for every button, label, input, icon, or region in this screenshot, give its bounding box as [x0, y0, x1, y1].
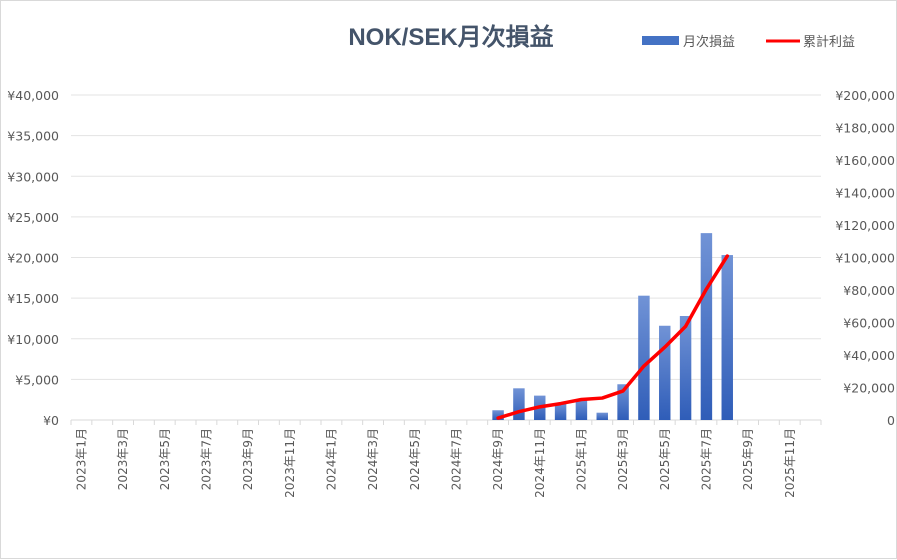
x-tick-label: 2025年3月 [616, 428, 630, 490]
x-tick-label: 2024年11月 [533, 428, 547, 498]
x-tick-label: 2025年11月 [783, 428, 797, 498]
line-series [496, 254, 729, 420]
x-tick-label: 2023年3月 [116, 428, 130, 490]
bar [617, 384, 629, 420]
x-axis-ticks: 2023年1月 2023年3月 2023年5月 2023年7月 2023年9月 2023年… [74, 428, 796, 498]
y-right-tick-label: ¥140,000 [835, 186, 895, 201]
y-left-tick-label: ¥5,000 [15, 372, 59, 387]
x-tick-label: 2024年9月 [491, 428, 505, 490]
y-right-tick-label: ¥160,000 [835, 153, 895, 168]
x-tick-label: 2025年5月 [658, 428, 672, 490]
y-left-tick-label: ¥0 [43, 413, 59, 428]
x-tick-label: 2024年1月 [324, 428, 338, 490]
bar [659, 325, 671, 420]
x-tick-label: 2023年11月 [283, 428, 297, 498]
x-tick-label: 2024年7月 [449, 428, 463, 490]
x-tick-label: 2024年3月 [366, 428, 380, 490]
cumulative-line [496, 254, 729, 420]
y-right-tick-label: ¥60,000 [843, 316, 895, 331]
gridlines [71, 94, 821, 380]
y-axis-right-ticks: 0 ¥20,000 ¥40,000 ¥60,000 ¥80,000 ¥100,000 ¥12… [835, 88, 895, 428]
x-tick-label: 2023年1月 [74, 428, 88, 490]
x-tick-label: 2025年1月 [574, 428, 588, 490]
y-right-tick-label: ¥200,000 [835, 88, 895, 103]
bar [638, 295, 650, 420]
legend-swatch-bar [642, 36, 679, 45]
x-tick-label: 2023年9月 [241, 428, 255, 490]
y-left-tick-label: ¥20,000 [7, 251, 59, 266]
x-tick-label: 2024年5月 [408, 428, 422, 490]
y-right-tick-label: ¥40,000 [843, 348, 895, 363]
y-right-tick-label: ¥80,000 [843, 283, 895, 298]
bar [596, 412, 608, 420]
y-left-tick-label: ¥35,000 [7, 129, 59, 144]
bar [700, 233, 713, 420]
y-axis-left-ticks: ¥0 ¥5,000 ¥10,000 ¥15,000 ¥20,000 ¥25,000 ¥30,… [7, 88, 59, 428]
bar [513, 388, 525, 420]
x-tick-label: 2023年7月 [199, 428, 213, 490]
y-right-tick-label: ¥20,000 [843, 381, 895, 396]
y-left-tick-label: ¥10,000 [7, 332, 59, 347]
x-tick-label: 2023年5月 [158, 428, 172, 490]
bar-series [492, 233, 733, 420]
y-left-tick-label: ¥15,000 [7, 291, 59, 306]
legend-label-line: 累計利益 [803, 34, 855, 50]
bar [575, 399, 588, 420]
y-left-tick-label: ¥40,000 [7, 88, 59, 103]
y-right-tick-label: ¥180,000 [835, 121, 895, 136]
legend-label-bar: 月次損益 [683, 34, 735, 50]
y-right-tick-label: ¥100,000 [835, 251, 895, 266]
bar [679, 316, 692, 420]
x-tick-label: 2025年7月 [699, 428, 713, 490]
axes [70, 419, 822, 425]
legend: 月次損益 累計利益 [642, 34, 855, 50]
bar [492, 410, 504, 420]
y-right-tick-label: ¥120,000 [835, 218, 895, 233]
bar [554, 403, 567, 420]
y-right-tick-label: 0 [887, 413, 895, 428]
y-left-tick-label: ¥30,000 [7, 169, 59, 184]
x-tick-label: 2025年9月 [741, 428, 755, 490]
y-left-tick-label: ¥25,000 [7, 210, 59, 225]
bar [721, 255, 733, 420]
chart-title: NOK/SEK月次損益 [348, 23, 553, 51]
